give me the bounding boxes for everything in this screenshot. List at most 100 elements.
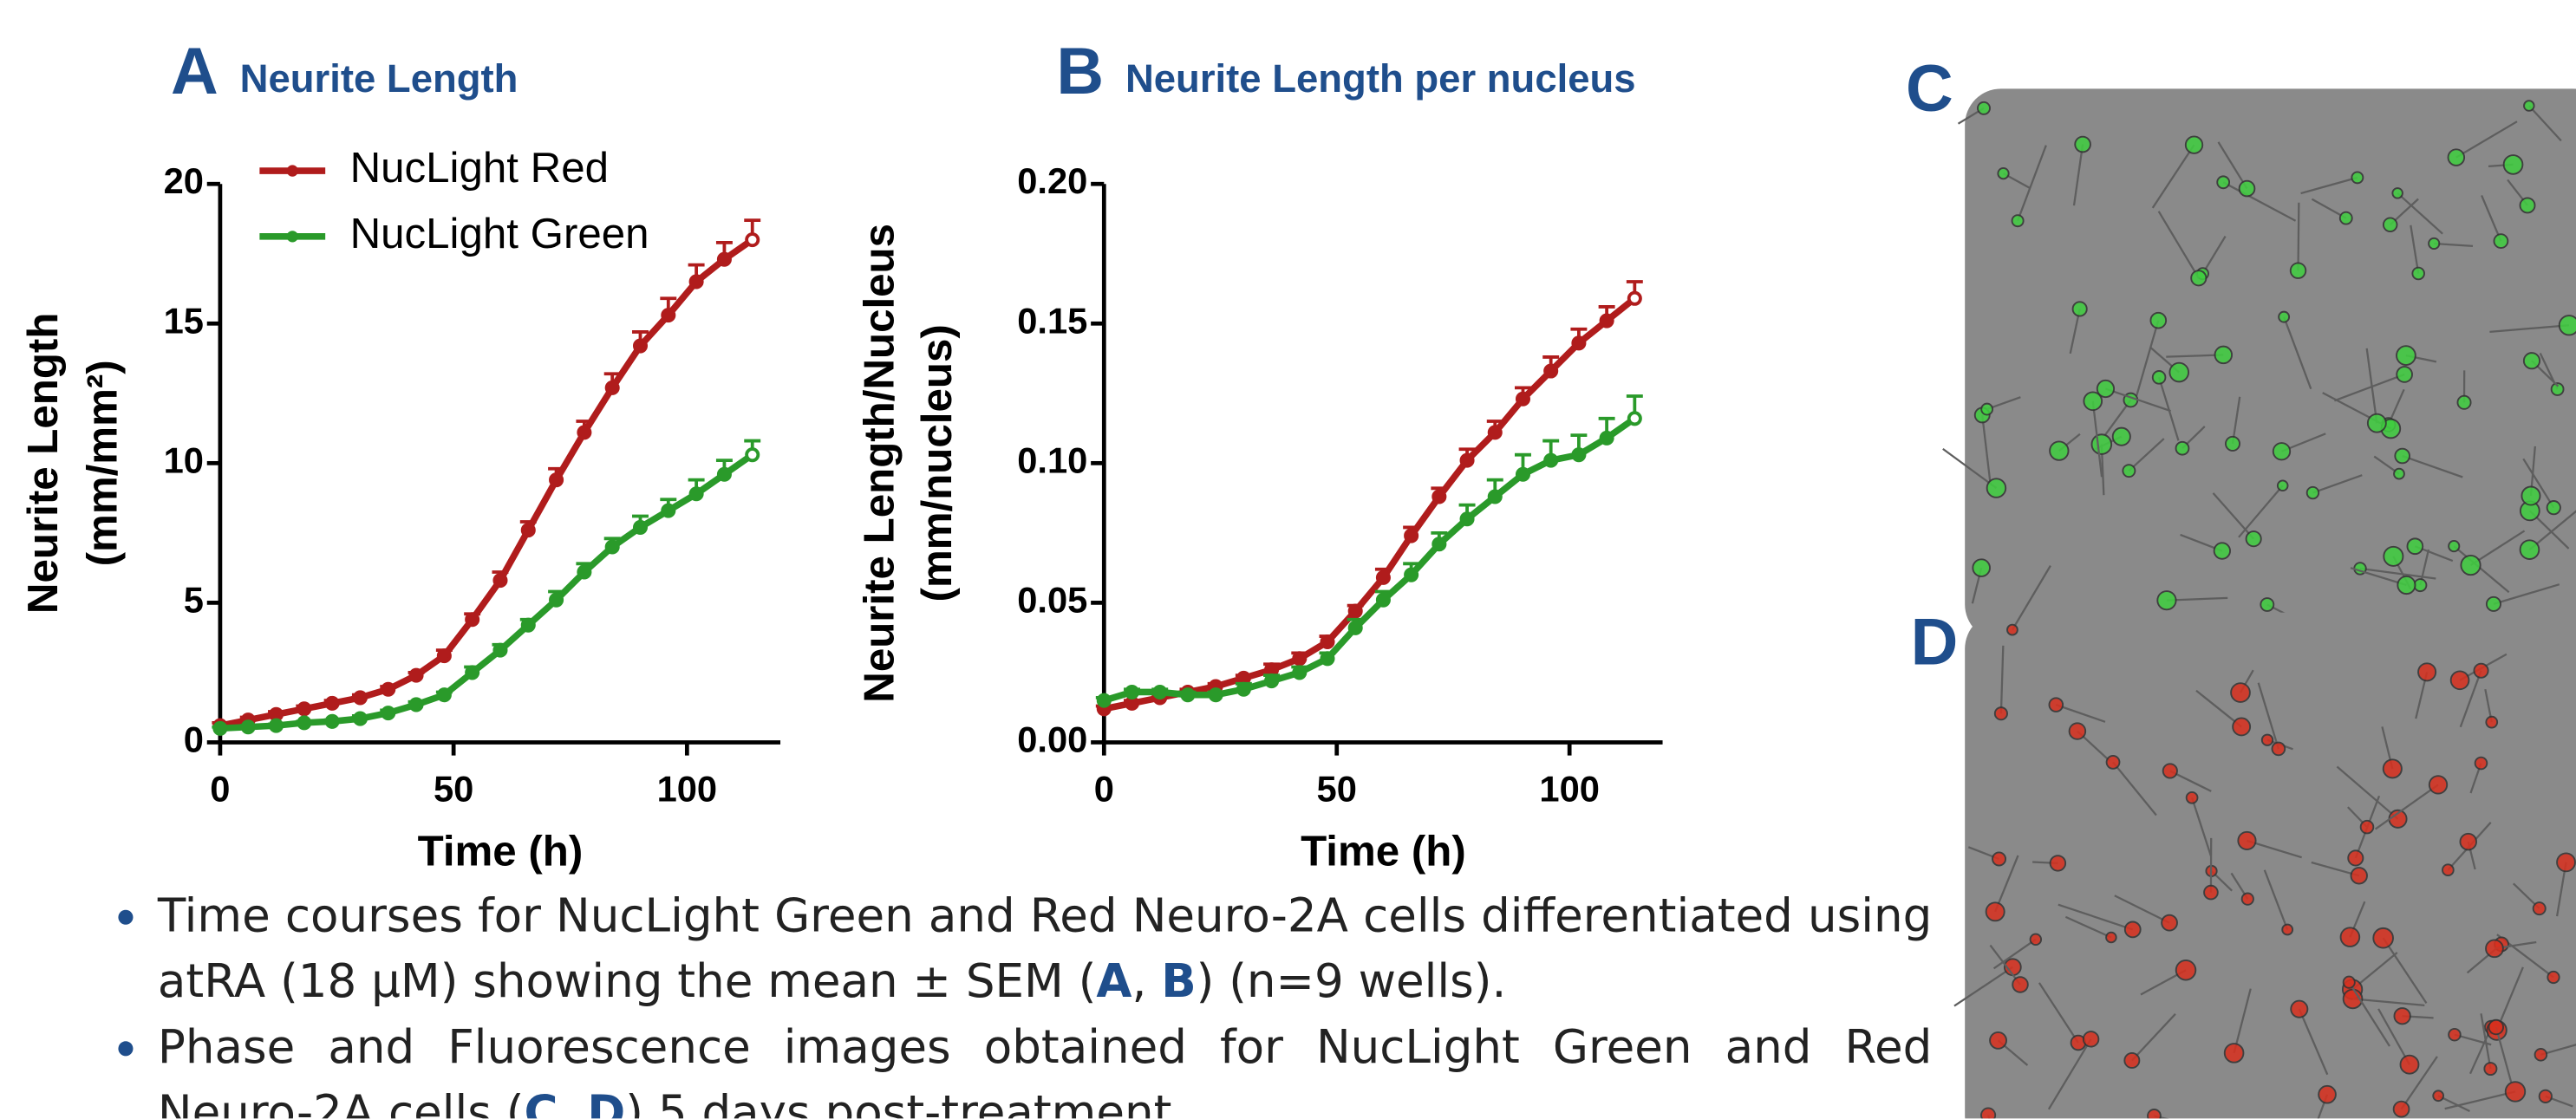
legend-label: NucLight Red — [350, 144, 609, 192]
y-tick-label: 0.15 — [1017, 300, 1087, 341]
neurite — [2522, 458, 2555, 509]
series-line — [219, 452, 754, 732]
data-point — [1292, 651, 1308, 667]
cell — [2214, 345, 2234, 365]
data-point — [492, 642, 508, 658]
neurite — [2222, 181, 2297, 222]
cell — [2162, 763, 2178, 779]
cell — [2382, 217, 2398, 233]
cell — [2546, 500, 2561, 516]
neurite — [2038, 982, 2079, 1044]
data-point — [1375, 569, 1391, 585]
cell — [2232, 717, 2252, 737]
neurite — [1981, 414, 1992, 483]
neurite — [2434, 242, 2474, 248]
panel-ref: B — [1161, 953, 1197, 1009]
neurite — [2128, 438, 2165, 472]
x-axis-label: Time (h) — [1301, 828, 1466, 875]
cell — [1986, 478, 2007, 498]
data-point — [381, 681, 396, 697]
neurite — [2400, 1056, 2438, 1110]
y-tick-label: 15 — [164, 300, 204, 341]
data-point — [1627, 411, 1642, 426]
cell — [2071, 301, 2088, 317]
panel-letter: A — [171, 35, 218, 108]
bullet-text: , — [1131, 953, 1162, 1009]
data-point — [1292, 665, 1308, 680]
bullet-text: Phase and Fluorescence images obtained f… — [157, 1019, 1933, 1119]
y-axis-label: Neurite Length/Nucleus — [856, 224, 903, 703]
cell — [2096, 379, 2116, 399]
cell — [2123, 1051, 2141, 1069]
cell — [2372, 927, 2394, 949]
neurite — [2444, 1090, 2516, 1110]
data-point — [324, 695, 340, 711]
data-point — [1236, 681, 1251, 697]
data-point — [465, 665, 480, 680]
cell — [2428, 237, 2441, 250]
cell — [2083, 391, 2103, 412]
neurite — [2136, 320, 2160, 397]
cell — [2394, 447, 2410, 465]
neurite — [2091, 400, 2103, 478]
data-point — [661, 503, 676, 518]
cell — [2366, 413, 2387, 433]
cell — [2156, 590, 2177, 611]
neurite — [2263, 869, 2289, 930]
neurite — [2105, 387, 2172, 413]
cell — [2122, 464, 2136, 478]
neurite — [2528, 510, 2576, 551]
cell — [2359, 819, 2375, 835]
cell — [1980, 1107, 1997, 1119]
cell — [2048, 697, 2064, 712]
cell — [2406, 537, 2424, 556]
neurite — [2348, 981, 2390, 1047]
data-point — [1599, 430, 1614, 446]
neurite — [2072, 144, 2084, 206]
data-point — [1431, 489, 1447, 504]
cell — [2082, 1031, 2100, 1048]
cell — [2519, 539, 2540, 560]
cell — [2289, 262, 2307, 279]
data-point — [1431, 537, 1447, 552]
data-point — [1320, 651, 1335, 667]
legend-marker — [286, 165, 298, 177]
cell — [2272, 442, 2292, 461]
cell — [2006, 623, 2018, 636]
bullet-text: ) (n=9 wells). — [1196, 953, 1507, 1009]
cell — [1972, 558, 1991, 577]
neurite — [2151, 144, 2195, 209]
neurite — [2377, 1008, 2410, 1065]
data-point — [520, 617, 536, 633]
cell — [2460, 554, 2481, 576]
neurite — [2402, 454, 2463, 478]
cell — [2090, 433, 2113, 455]
neurite — [1999, 645, 2005, 714]
panel-letter: C — [1906, 52, 1953, 126]
data-point — [577, 425, 592, 440]
cell — [2382, 758, 2403, 779]
cell — [2350, 867, 2368, 885]
data-point — [352, 711, 368, 726]
cell — [2456, 394, 2472, 410]
cell — [2521, 485, 2541, 506]
cell — [2190, 270, 2208, 287]
cell — [2230, 682, 2251, 703]
data-point — [604, 380, 620, 395]
neurite — [2233, 988, 2252, 1054]
panel-ref: A — [1096, 953, 1132, 1009]
chart-title: Neurite Length — [240, 56, 518, 101]
data-point — [1543, 452, 1559, 468]
cell — [2049, 440, 2070, 461]
data-point — [1347, 620, 1363, 635]
cell — [2224, 435, 2240, 452]
x-tick-label: 0 — [1094, 768, 1114, 809]
y-tick-label: 0 — [184, 719, 204, 759]
data-point — [1599, 313, 1614, 329]
neurite — [2201, 235, 2227, 275]
data-point — [1487, 425, 1503, 440]
bullet-text: , — [558, 1085, 588, 1119]
cell — [2347, 849, 2364, 867]
data-point — [297, 701, 312, 717]
